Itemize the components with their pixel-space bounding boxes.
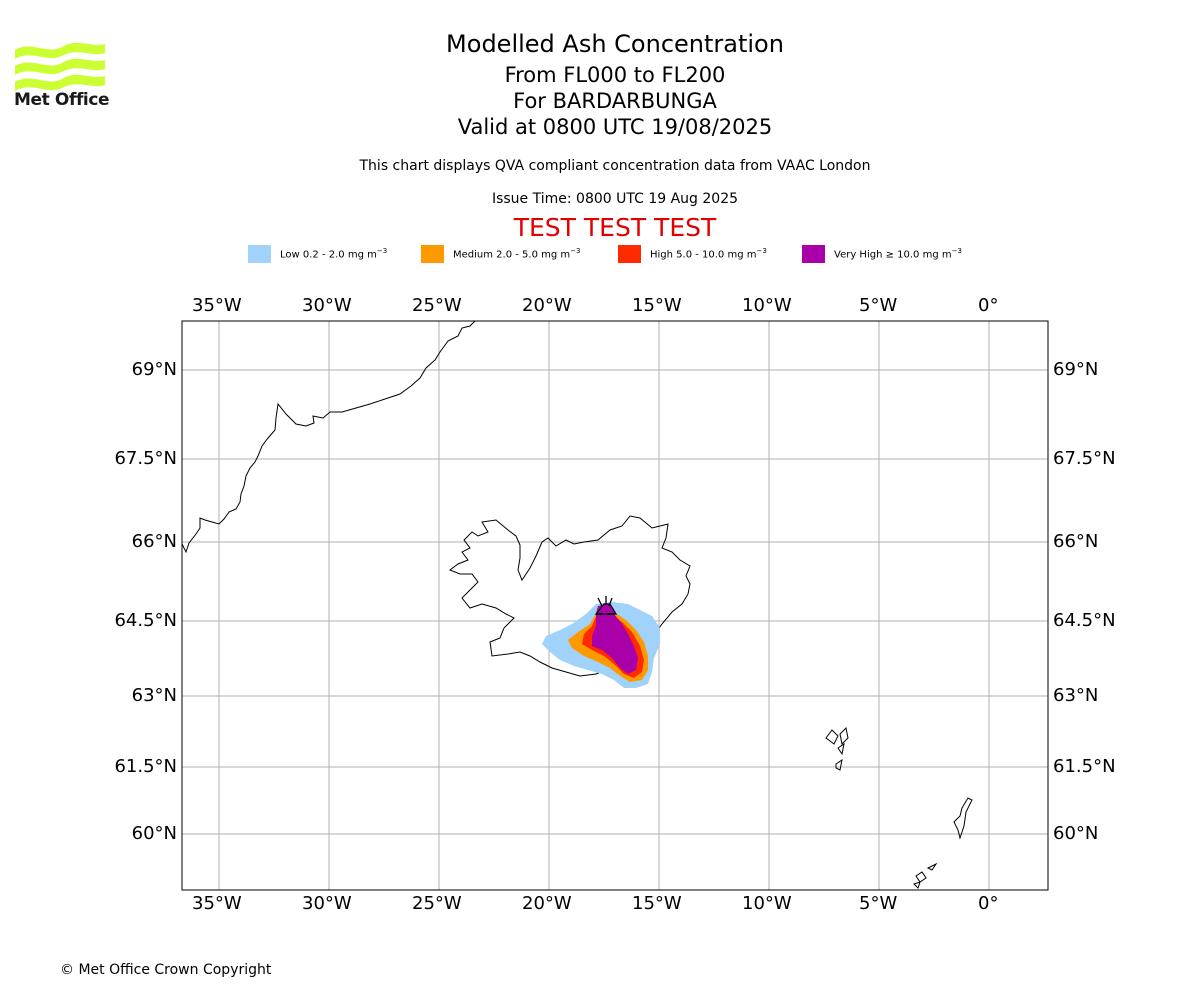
map-gridlines: [182, 321, 1048, 890]
lat-tick-left: 69°N: [131, 359, 177, 380]
shetland-islands: [953, 797, 973, 840]
volcano-icon: [594, 596, 618, 615]
faroe-islands: [825, 726, 849, 771]
lat-tick-left: 67.5°N: [114, 448, 177, 469]
lon-tick-bottom: 35°W: [192, 893, 242, 914]
lon-tick-bottom: 20°W: [522, 893, 572, 914]
legend-swatch-medium: [421, 245, 444, 263]
lat-tick-right: 67.5°N: [1053, 448, 1116, 469]
lon-tick-top: 20°W: [522, 295, 572, 316]
chart-description: This chart displays QVA compliant concen…: [359, 158, 871, 174]
lon-tick-bottom: 10°W: [742, 893, 792, 914]
lat-tick-left: 66°N: [131, 531, 177, 552]
lon-tick-bottom: 15°W: [632, 893, 682, 914]
lat-tick-right: 69°N: [1053, 359, 1099, 380]
lon-tick-bottom: 5°W: [859, 893, 898, 914]
lat-tick-right: 63°N: [1053, 685, 1099, 706]
lon-tick-top: 15°W: [632, 295, 682, 316]
greenland-coastline: [182, 321, 476, 554]
test-banner: TEST TEST TEST: [513, 213, 717, 242]
valid-time: Valid at 0800 UTC 19/08/2025: [457, 115, 773, 139]
lon-tick-bottom: 0°: [978, 893, 999, 914]
legend-label-high: High 5.0 - 10.0 mg m: [650, 249, 757, 261]
lon-tick-top: 10°W: [742, 295, 792, 316]
legend-item-high: High 5.0 - 10.0 mg m−3: [618, 244, 767, 264]
lat-tick-left: 63°N: [131, 685, 177, 706]
lon-tick-top: 0°: [978, 295, 999, 316]
lat-tick-right: 66°N: [1053, 531, 1099, 552]
legend-swatch-high: [618, 245, 641, 263]
lon-tick-bottom: 25°W: [412, 893, 462, 914]
legend-label-very-high: Very High ≥ 10.0 mg m: [834, 249, 952, 261]
lat-tick-right: 64.5°N: [1053, 610, 1116, 631]
flight-level-range: From FL000 to FL200: [504, 63, 726, 87]
lat-tick-left: 60°N: [131, 823, 177, 844]
lon-tick-top: 30°W: [302, 295, 352, 316]
ash-contour-very-high: [592, 604, 638, 674]
lon-tick-top: 25°W: [412, 295, 462, 316]
lat-tick-right: 60°N: [1053, 823, 1099, 844]
legend-item-very-high: Very High ≥ 10.0 mg m−3: [802, 244, 962, 264]
lat-tick-left: 64.5°N: [114, 610, 177, 631]
met-office-logo: [15, 42, 105, 91]
legend-swatch-very-high: [802, 245, 825, 263]
orkney-islands: [913, 862, 938, 889]
chart-title: Modelled Ash Concentration: [446, 30, 784, 58]
lat-tick-right: 61.5°N: [1053, 756, 1116, 777]
legend-item-low: Low 0.2 - 2.0 mg m−3: [248, 244, 387, 264]
lat-tick-left: 61.5°N: [114, 756, 177, 777]
lon-tick-top: 35°W: [192, 295, 242, 316]
copyright-notice: © Met Office Crown Copyright: [60, 962, 272, 978]
legend-swatch-low: [248, 245, 271, 263]
met-office-wordmark: Met Office: [14, 90, 110, 110]
lon-tick-top: 5°W: [859, 295, 898, 316]
volcano-name: For BARDARBUNGA: [513, 89, 717, 113]
legend-label-low: Low 0.2 - 2.0 mg m: [280, 249, 377, 261]
legend-label-medium: Medium 2.0 - 5.0 mg m: [453, 249, 571, 261]
map-frame: [181, 320, 1049, 891]
legend-item-medium: Medium 2.0 - 5.0 mg m−3: [421, 244, 580, 264]
concentration-legend: Low 0.2 - 2.0 mg m−3 Medium 2.0 - 5.0 mg…: [0, 244, 1200, 264]
issue-time: Issue Time: 0800 UTC 19 Aug 2025: [491, 191, 739, 207]
lon-tick-bottom: 30°W: [302, 893, 352, 914]
